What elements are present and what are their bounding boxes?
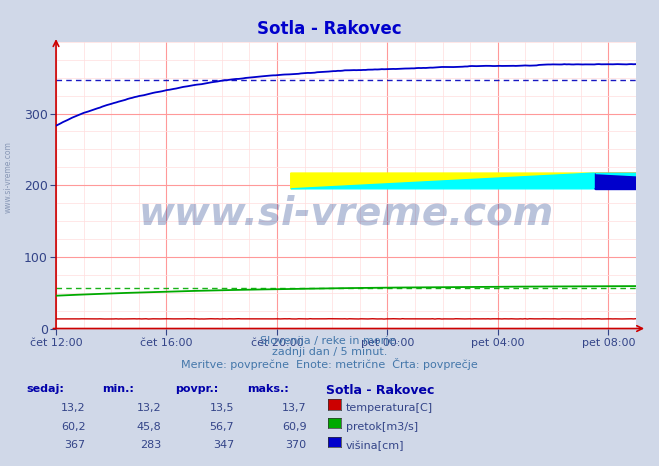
- Text: 13,7: 13,7: [282, 403, 306, 413]
- Text: Sotla - Rakovec: Sotla - Rakovec: [326, 384, 434, 397]
- Text: Meritve: povprečne  Enote: metrične  Črta: povprečje: Meritve: povprečne Enote: metrične Črta:…: [181, 358, 478, 370]
- Text: min.:: min.:: [102, 384, 134, 394]
- Text: 370: 370: [285, 440, 306, 450]
- Text: 60,2: 60,2: [61, 422, 86, 432]
- Polygon shape: [291, 173, 594, 189]
- Text: temperatura[C]: temperatura[C]: [346, 403, 433, 413]
- Text: pretok[m3/s]: pretok[m3/s]: [346, 422, 418, 432]
- Text: sedaj:: sedaj:: [26, 384, 64, 394]
- Text: www.si-vreme.com: www.si-vreme.com: [138, 195, 554, 233]
- Text: 13,2: 13,2: [137, 403, 161, 413]
- Text: povpr.:: povpr.:: [175, 384, 218, 394]
- Text: 367: 367: [65, 440, 86, 450]
- Text: Sotla - Rakovec: Sotla - Rakovec: [257, 20, 402, 38]
- Text: 347: 347: [213, 440, 234, 450]
- Polygon shape: [594, 173, 659, 189]
- Text: zadnji dan / 5 minut.: zadnji dan / 5 minut.: [272, 347, 387, 357]
- Text: 283: 283: [140, 440, 161, 450]
- Bar: [594, 173, 659, 189]
- Text: 56,7: 56,7: [210, 422, 234, 432]
- Text: Slovenija / reke in morje.: Slovenija / reke in morje.: [260, 336, 399, 346]
- Text: višina[cm]: višina[cm]: [346, 440, 405, 451]
- Polygon shape: [291, 173, 659, 189]
- Text: 45,8: 45,8: [136, 422, 161, 432]
- Text: maks.:: maks.:: [247, 384, 289, 394]
- Text: 13,5: 13,5: [210, 403, 234, 413]
- Text: 13,2: 13,2: [61, 403, 86, 413]
- Polygon shape: [594, 173, 659, 189]
- Text: www.si-vreme.com: www.si-vreme.com: [3, 141, 13, 213]
- Text: 60,9: 60,9: [282, 422, 306, 432]
